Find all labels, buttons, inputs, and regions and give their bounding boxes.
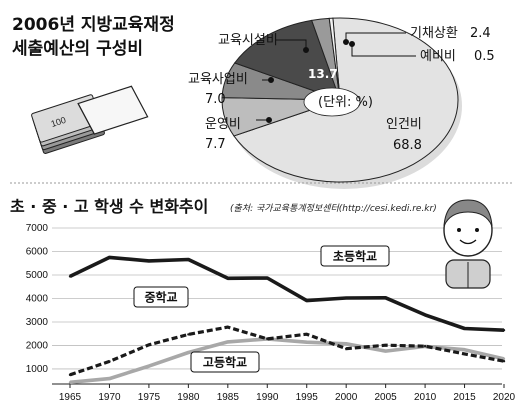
pie-value-edu-business: 7.0 <box>205 92 226 107</box>
x-tick-label: 1975 <box>138 392 161 403</box>
y-tick-label: 4000 <box>26 293 49 304</box>
x-tick-label: 2020 <box>493 392 516 403</box>
series-point-high-school <box>226 340 230 344</box>
x-tick-label: 1990 <box>256 392 279 403</box>
line-chart: 1000 2000 3000 4000 5000 6000 7000 1965 1970 1975… <box>26 223 516 403</box>
series-label-high-school: 고등학교 <box>203 355 247 370</box>
series-label-elementary: 초등학교 <box>333 249 377 264</box>
series-point-middle-school <box>463 352 466 356</box>
pie-title-line2: 세출예산의 구성비 <box>12 39 143 59</box>
pie-labels: 인건비 68.8 운영비 7.7 교육사업비 7.0 교육시설비 13.7 기채… <box>188 26 495 153</box>
x-tick-label: 2000 <box>335 392 358 403</box>
y-tick-label: 7000 <box>26 223 49 234</box>
x-tick-label: 2005 <box>375 392 398 403</box>
pie-center-label-bg <box>303 87 361 117</box>
pie-unit-label: (단위: %) <box>318 95 373 110</box>
pie-label-facilities: 교육시설비 <box>218 33 278 48</box>
leader-dot-reserve <box>349 41 355 47</box>
series-point-high-school <box>502 357 506 361</box>
series-point-middle-school <box>266 337 269 341</box>
x-tick-label: 1970 <box>98 392 121 403</box>
pie-title-line1: 2006년 지방교육재정 <box>12 15 175 35</box>
series-point-middle-school <box>68 373 72 377</box>
y-tick-label: 5000 <box>26 270 49 281</box>
series-point-elementary <box>423 313 427 317</box>
x-tick-label: 1965 <box>59 392 82 403</box>
series-point-elementary <box>108 256 111 259</box>
pie-value-reserve: 0.5 <box>474 49 495 64</box>
series-badge-middle-school <box>133 286 189 308</box>
series-point-elementary <box>147 259 151 263</box>
leader-dot-edu-business <box>268 77 274 83</box>
leader-dot-debt <box>343 39 349 45</box>
line-chart-source: (출처: 국가교육통계정보센터(http://cesi.kedi.re.kr) <box>230 203 437 214</box>
pie-label-personnel: 인건비 <box>386 117 422 132</box>
leader-reserve <box>351 46 416 57</box>
pie-label-debt: 기채상환 <box>410 26 458 41</box>
pie-label-operating: 운영비 <box>205 117 241 132</box>
series-point-high-school <box>108 377 111 380</box>
pie-leader-lines <box>256 32 416 123</box>
series-point-elementary <box>68 275 72 278</box>
series-point-middle-school <box>423 344 427 348</box>
series-point-elementary <box>344 296 348 300</box>
y-tick-label: 1000 <box>26 364 49 375</box>
y-tick-label: 3000 <box>26 317 49 328</box>
x-tick-label: 2015 <box>453 392 476 403</box>
x-tick-label: 1980 <box>177 392 200 403</box>
leader-facilities <box>276 39 307 48</box>
pie-label-reserve: 예비비 <box>420 49 456 64</box>
series-point-high-school <box>147 364 151 368</box>
x-tick-label: 1985 <box>217 392 240 403</box>
series-point-high-school <box>68 381 72 384</box>
series-badge-elementary <box>320 245 390 267</box>
y-tick-label: 2000 <box>26 340 49 351</box>
series-point-high-school <box>187 351 190 354</box>
series-point-middle-school <box>226 325 230 329</box>
pie-label-edu-business: 교육사업비 <box>188 72 248 87</box>
money-bundle-illustration: 100 <box>31 85 149 154</box>
series-point-elementary <box>305 299 308 302</box>
pie-value-operating: 7.7 <box>205 137 226 152</box>
series-point-elementary <box>463 327 466 330</box>
line-chart-title: 초 · 중 · 고 학생 수 변화추이 <box>10 197 208 216</box>
series-point-middle-school <box>384 344 387 347</box>
series-point-high-school <box>305 340 308 344</box>
series-point-middle-school <box>344 347 348 350</box>
series-point-elementary <box>502 328 506 332</box>
y-tick-label: 6000 <box>26 246 49 257</box>
series-point-middle-school <box>502 360 506 363</box>
student-illustration <box>443 199 493 289</box>
series-label-middle-school: 중학교 <box>144 290 177 305</box>
series-point-elementary <box>187 258 190 261</box>
pie-value-personnel: 68.8 <box>393 138 422 153</box>
series-badge-high-school <box>190 351 260 373</box>
series-point-high-school <box>384 349 387 353</box>
pie-slice-facilities <box>233 19 341 101</box>
series-point-middle-school <box>108 360 111 363</box>
leader-dot-facilities <box>303 47 309 53</box>
series-point-middle-school <box>147 343 151 346</box>
leader-dot-operating <box>266 117 272 123</box>
series-point-elementary <box>226 277 230 280</box>
series-point-high-school <box>463 348 466 351</box>
pie-chart <box>221 17 459 183</box>
series-point-elementary <box>384 296 387 299</box>
pie-value-facilities: 13.7 <box>308 67 338 81</box>
series-point-elementary <box>266 276 269 280</box>
series-line-elementary <box>69 255 505 332</box>
series-point-middle-school <box>187 333 190 336</box>
x-tick-label: 2010 <box>414 392 437 403</box>
svg-text:100: 100 <box>50 115 67 129</box>
pie-value-debt: 2.4 <box>470 26 491 41</box>
pie-slice-reserve <box>328 17 341 101</box>
series-point-high-school <box>344 342 348 346</box>
series-point-middle-school <box>305 332 308 336</box>
leader-debt <box>345 32 406 40</box>
series-line-middle-school <box>69 325 505 377</box>
x-tick-label: 1995 <box>296 392 319 403</box>
